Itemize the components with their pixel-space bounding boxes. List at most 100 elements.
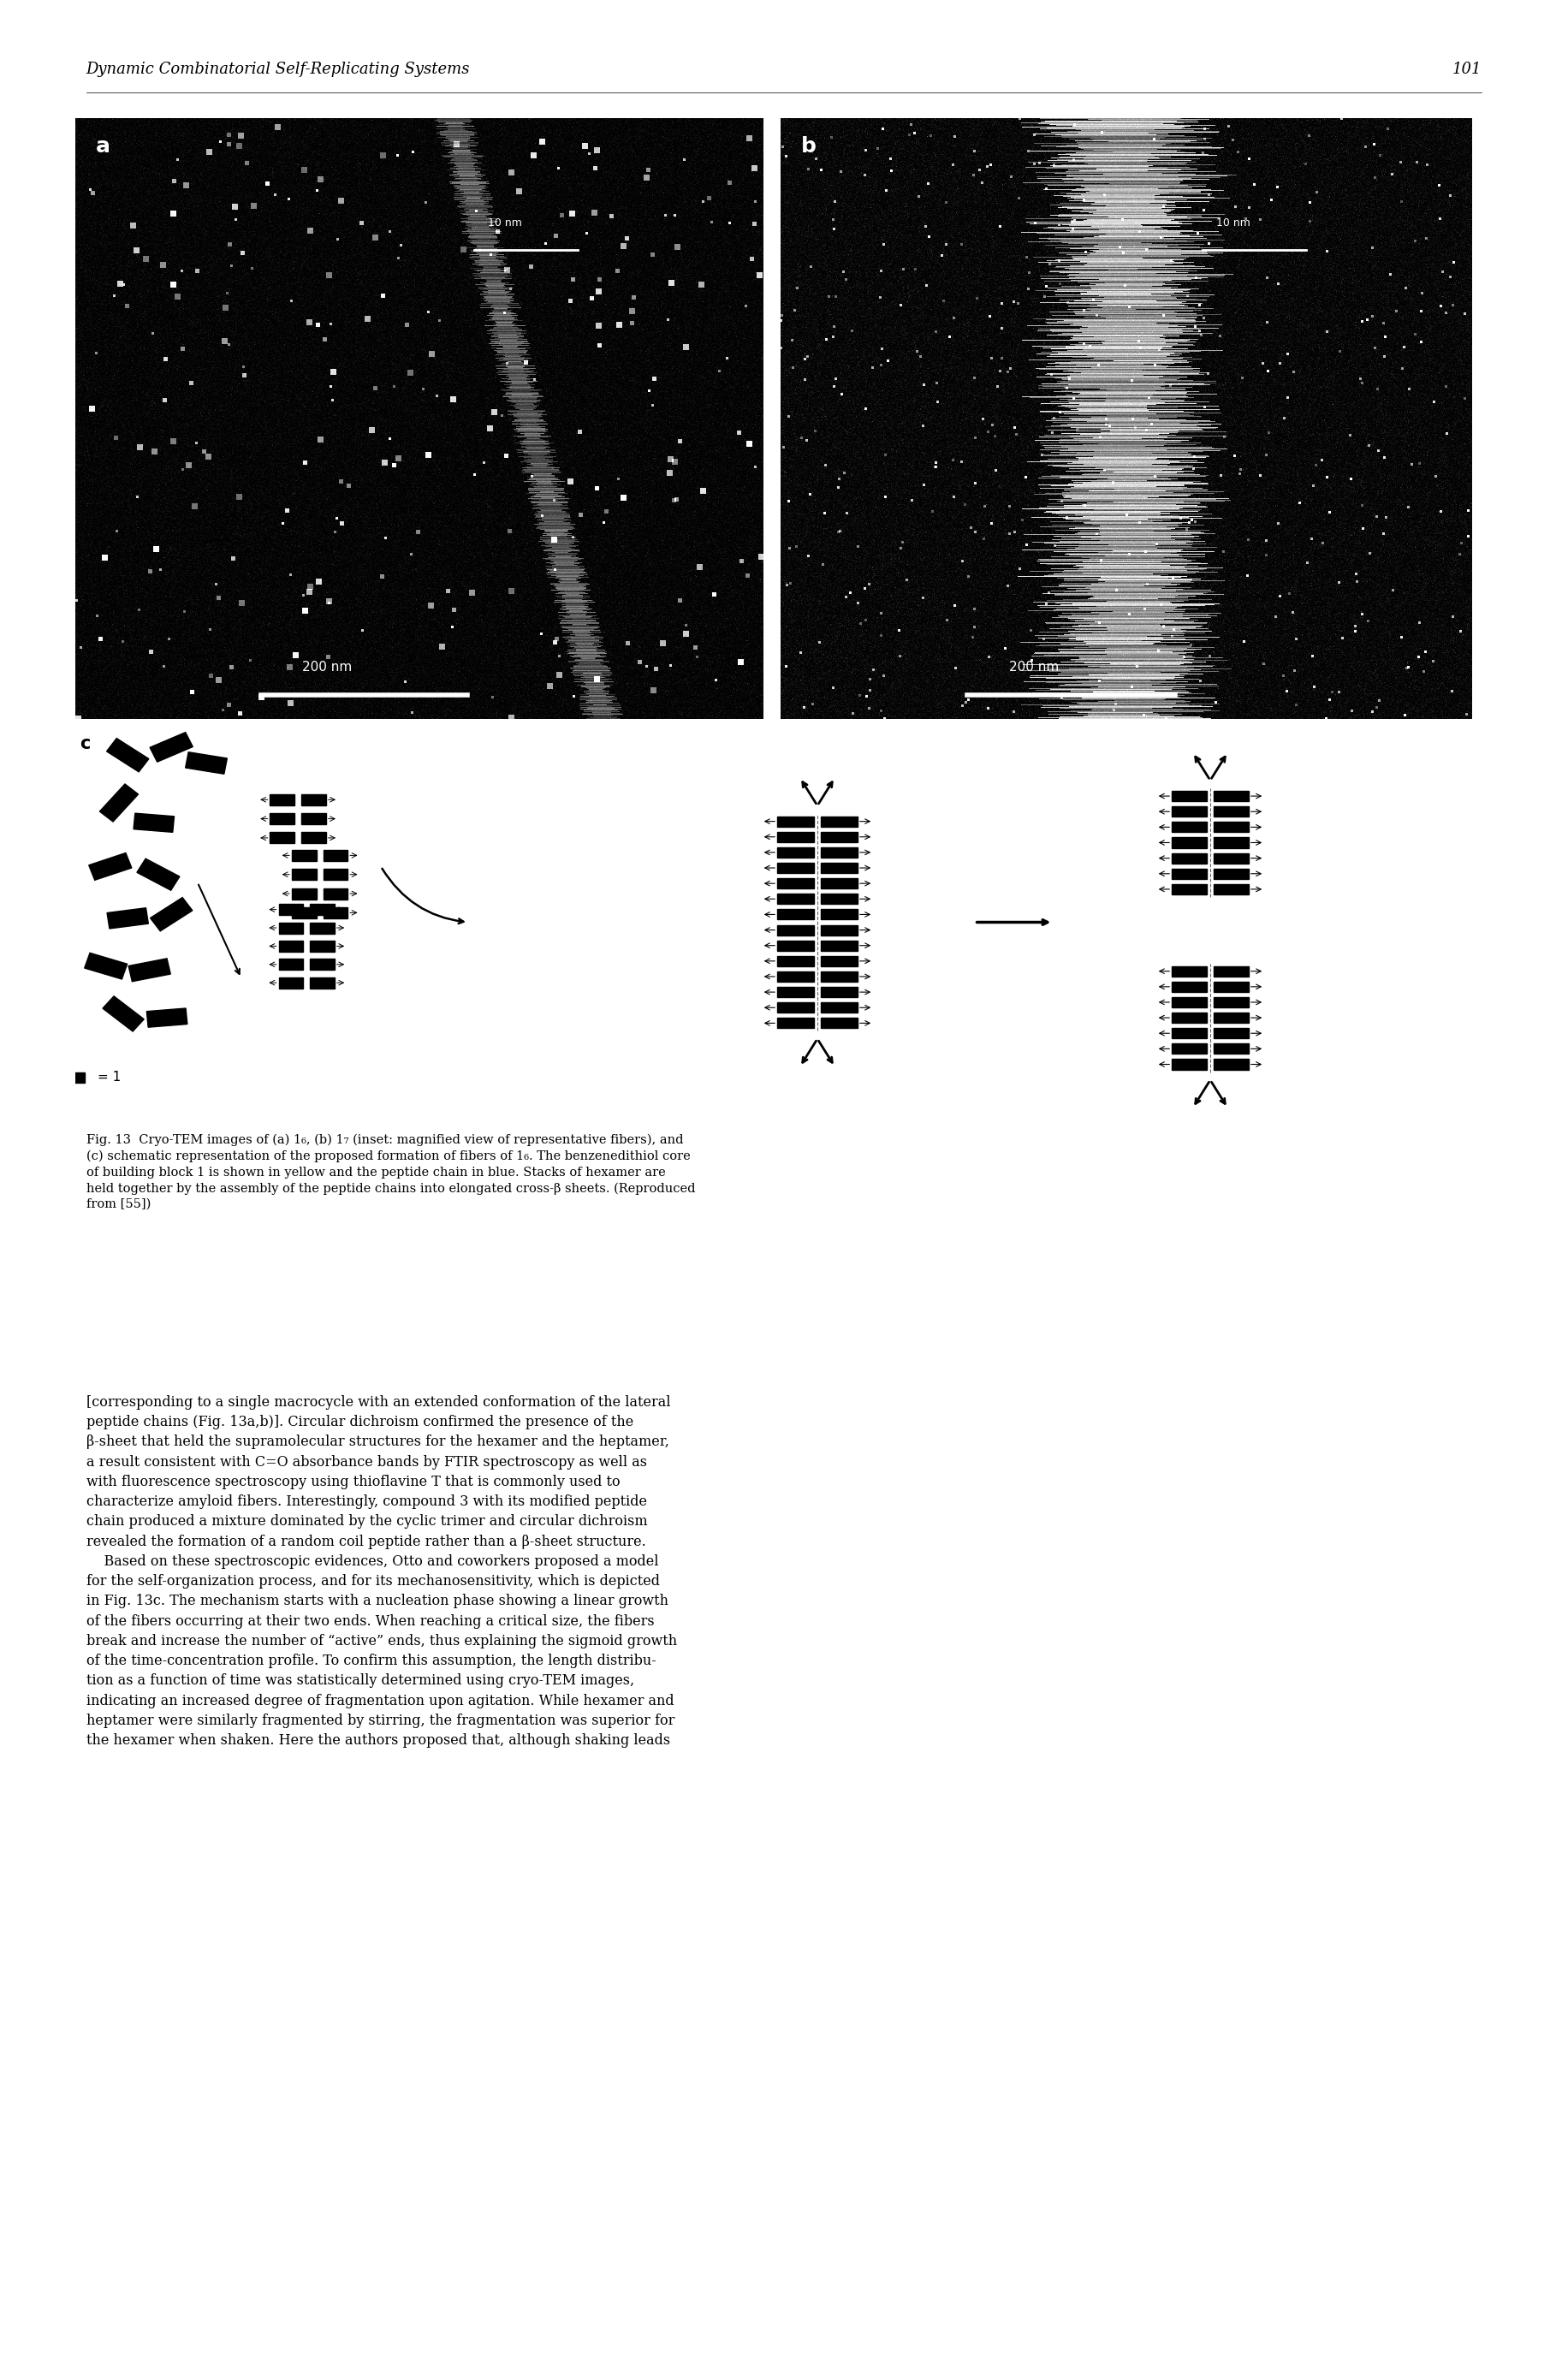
Text: 10 nm: 10 nm — [488, 219, 522, 228]
Bar — [822, 986, 858, 998]
Bar — [292, 908, 317, 917]
Text: c: c — [80, 734, 91, 753]
Bar — [1171, 1043, 1207, 1055]
Bar — [1171, 805, 1207, 817]
Bar — [778, 893, 814, 905]
Bar — [1171, 998, 1207, 1007]
Bar — [1214, 836, 1248, 848]
Text: [corresponding to a single macrocycle with an extended conformation of the later: [corresponding to a single macrocycle wi… — [86, 1395, 677, 1749]
Bar — [822, 972, 858, 981]
Text: = 1: = 1 — [97, 1072, 121, 1083]
Bar — [778, 924, 814, 936]
Bar — [1214, 853, 1248, 862]
Bar — [100, 784, 138, 822]
Bar — [778, 879, 814, 889]
Bar — [1171, 1060, 1207, 1069]
Bar — [778, 986, 814, 998]
Bar — [778, 817, 814, 827]
Text: a: a — [96, 135, 110, 157]
Bar — [822, 832, 858, 841]
Bar — [1214, 1012, 1248, 1024]
Bar — [301, 794, 326, 805]
Text: 10 nm: 10 nm — [1217, 219, 1250, 228]
Bar — [778, 1017, 814, 1029]
Bar — [1171, 884, 1207, 893]
Bar — [1214, 822, 1248, 832]
Bar — [1171, 967, 1207, 977]
Bar — [279, 941, 303, 953]
Bar — [270, 794, 295, 805]
Bar — [822, 955, 858, 967]
Bar — [279, 903, 303, 915]
Bar — [310, 960, 334, 969]
Text: b: b — [801, 135, 817, 157]
Bar — [1214, 967, 1248, 977]
Bar — [1214, 1029, 1248, 1038]
Bar — [778, 972, 814, 981]
Text: 200 nm: 200 nm — [303, 661, 353, 672]
Text: Dynamic Combinatorial Self-Replicating Systems: Dynamic Combinatorial Self-Replicating S… — [86, 62, 470, 76]
Bar — [1171, 836, 1207, 848]
Bar — [778, 848, 814, 858]
Bar — [292, 889, 317, 898]
Bar — [301, 832, 326, 843]
Bar — [151, 732, 193, 763]
Bar — [133, 813, 174, 832]
Bar — [323, 889, 348, 898]
Bar — [136, 858, 180, 891]
Bar — [822, 910, 858, 920]
Bar — [129, 958, 171, 981]
Bar — [822, 941, 858, 950]
Bar — [89, 853, 132, 879]
Bar — [1214, 981, 1248, 991]
Text: 101: 101 — [1452, 62, 1482, 76]
Bar — [822, 879, 858, 889]
Bar — [1214, 805, 1248, 817]
Bar — [1171, 981, 1207, 991]
Bar — [102, 996, 144, 1031]
Bar — [279, 960, 303, 969]
Bar — [301, 813, 326, 824]
Bar — [822, 848, 858, 858]
Bar — [1214, 791, 1248, 801]
Bar — [310, 922, 334, 934]
Bar — [778, 955, 814, 967]
Bar — [1171, 870, 1207, 879]
Bar — [1214, 884, 1248, 893]
Bar — [1214, 1060, 1248, 1069]
Bar — [1171, 791, 1207, 801]
Bar — [1171, 822, 1207, 832]
Bar — [323, 870, 348, 879]
Bar — [1171, 1012, 1207, 1024]
Bar — [1171, 1029, 1207, 1038]
Bar — [822, 817, 858, 827]
Bar — [151, 898, 193, 931]
Bar — [270, 832, 295, 843]
Bar — [778, 1003, 814, 1012]
Bar — [1214, 1043, 1248, 1055]
Bar — [822, 862, 858, 872]
Bar — [310, 977, 334, 988]
Bar — [310, 941, 334, 953]
Bar — [279, 922, 303, 934]
Bar — [323, 851, 348, 860]
Bar — [822, 1003, 858, 1012]
Bar — [323, 908, 348, 917]
Bar — [270, 813, 295, 824]
Bar — [292, 851, 317, 860]
Bar — [1214, 870, 1248, 879]
Bar — [292, 870, 317, 879]
Bar — [147, 1007, 187, 1026]
Bar — [85, 953, 127, 979]
Bar — [107, 908, 149, 929]
Bar — [310, 903, 334, 915]
Bar — [822, 1017, 858, 1029]
Bar — [822, 893, 858, 905]
Bar — [185, 753, 227, 775]
Bar — [778, 941, 814, 950]
Bar — [778, 910, 814, 920]
Bar — [778, 862, 814, 872]
Text: 200 nm: 200 nm — [1008, 661, 1058, 672]
Bar — [107, 739, 149, 772]
Bar — [778, 832, 814, 841]
